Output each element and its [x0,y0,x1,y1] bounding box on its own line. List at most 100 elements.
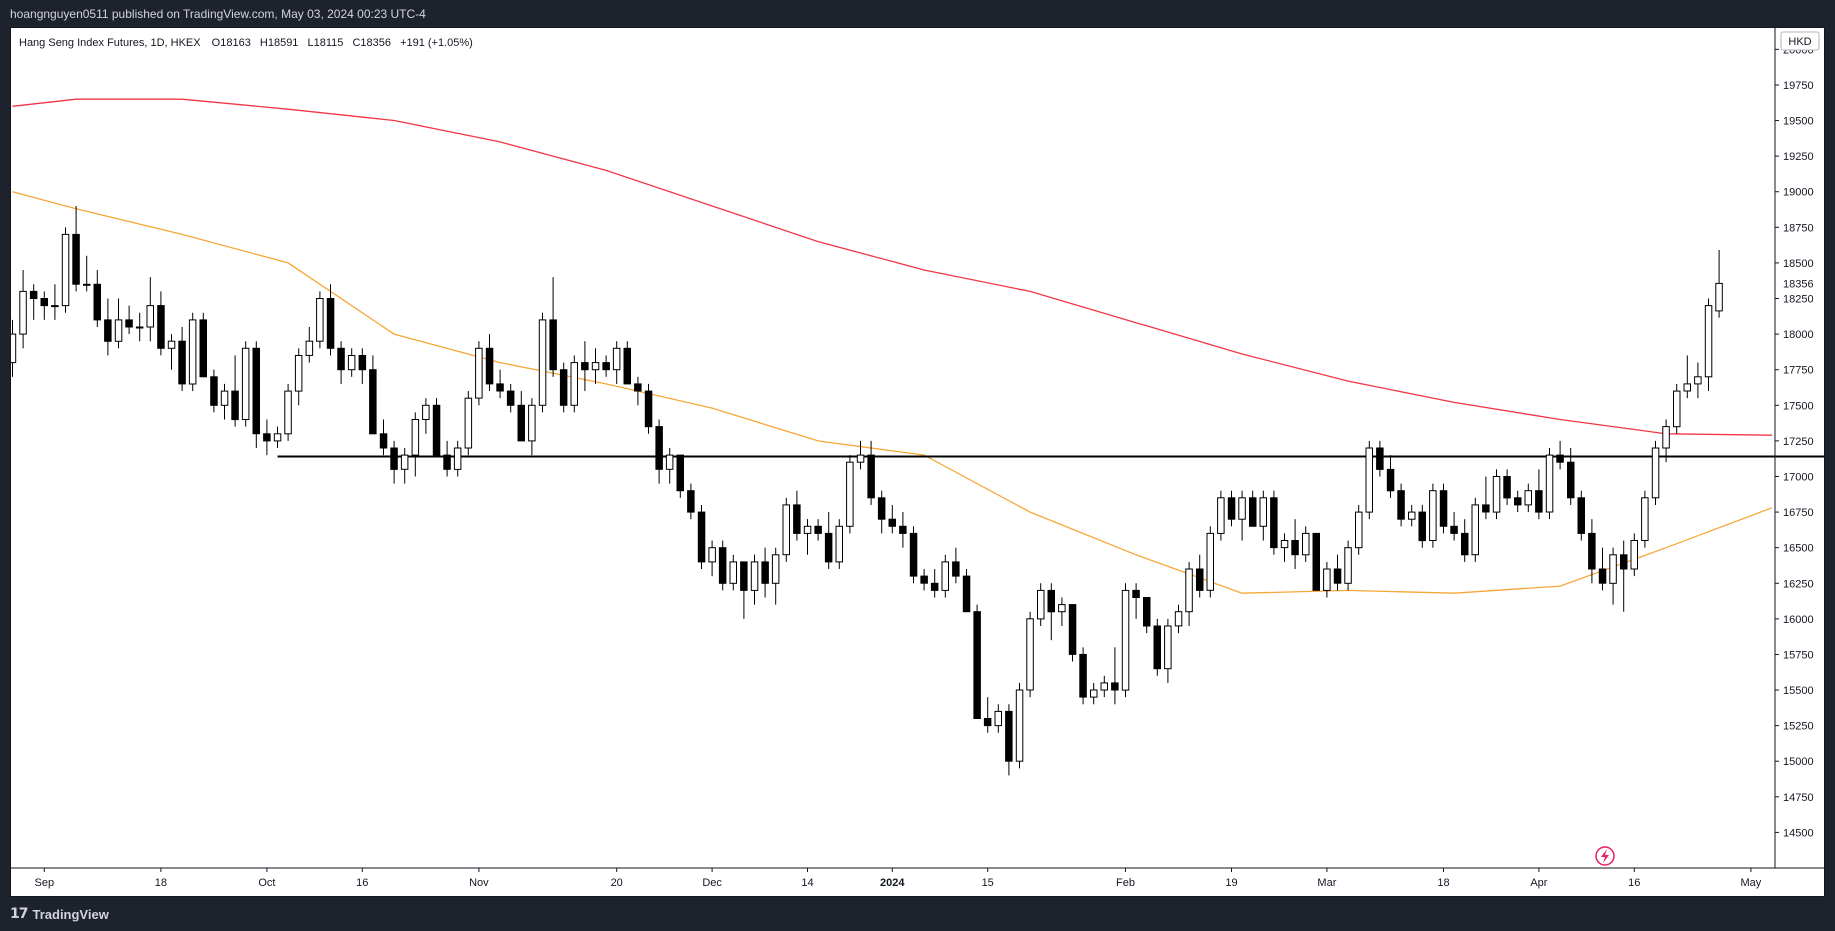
candle-body [909,532,918,577]
candle-body [443,454,451,470]
candle-body [1683,383,1691,392]
x-tick-label: 18 [1437,877,1449,889]
candle-body [1503,476,1511,499]
candle-body [1132,589,1140,599]
candle-body [1365,447,1373,513]
candle [1545,448,1554,520]
candle [1238,490,1246,541]
candle-body [644,390,653,428]
candle [549,277,557,377]
candle [506,383,515,413]
candle [1132,583,1140,619]
candle [220,383,229,420]
candle-body [432,404,441,456]
candle [93,270,101,327]
candle [634,376,642,406]
candle-body [1333,568,1342,584]
candle [1673,383,1681,434]
candle-body [1270,497,1278,549]
candle-body [294,355,303,392]
candle [51,284,59,320]
candle-body [1651,447,1660,499]
candle [1482,476,1490,520]
candle [846,455,854,534]
candle-body [1418,511,1426,542]
candle [1588,519,1596,584]
lightning-icon[interactable] [1595,846,1615,866]
x-tick-label: May [1741,877,1762,889]
candle-body [1153,625,1161,670]
candle [570,355,578,413]
x-tick-label: 20 [611,877,623,889]
candle [1376,440,1384,477]
candle [1206,526,1214,598]
last-price-label: 18356 [1783,278,1814,290]
x-tick-label: Apr [1530,877,1547,889]
tv-logo-icon: 17 [10,906,29,922]
candle-body [1439,490,1448,527]
candle [1005,704,1013,776]
ma-slow-line [12,98,1773,436]
candle-body [1704,305,1713,378]
candle [1121,583,1130,698]
y-tick-label: 17000 [1783,472,1814,484]
candle [771,547,780,605]
candle-body [1323,568,1331,591]
chart-title: Hang Seng Index Futures, 1D, HKEX O18163… [19,37,473,49]
candle [496,369,504,399]
candle [1641,490,1649,548]
candle-body [1492,476,1501,513]
ohlc-open: O18163 [212,37,251,49]
candle [559,362,568,413]
y-tick-label: 15750 [1783,649,1814,661]
ohlc-change: +191 (+1.05%) [400,37,473,49]
ohlc-high: H18591 [260,37,299,49]
y-tick-label: 15500 [1783,685,1814,697]
candle [1535,469,1543,520]
candle-body [453,447,462,470]
candle [443,440,451,477]
candle-body [1694,376,1702,385]
candle-body [1058,604,1066,613]
candle [146,277,154,342]
candle [1174,604,1183,634]
candle [962,569,971,613]
candle [697,504,706,570]
candle [1090,682,1098,705]
candle [241,341,250,427]
candle-body [634,383,642,392]
candle [782,497,790,562]
candle-body [697,511,706,563]
candle [40,291,48,320]
candle [1058,597,1066,626]
y-tick-label: 16250 [1783,578,1814,590]
candle-body [899,525,907,534]
candle-body [1376,447,1384,470]
candle [1492,469,1501,520]
y-tick-label: 19750 [1783,80,1814,92]
candle [1577,490,1585,541]
candle [952,547,960,584]
candle-body [1545,454,1554,513]
candle [114,298,123,349]
candle-body [485,347,494,385]
candle [1408,504,1416,527]
candle-body [167,340,176,349]
candle [1556,440,1564,470]
candle-body [1026,618,1034,691]
chart-svg[interactable]: 14500 14750 15000 15250 15500 15750 16000 16250… [8,28,1835,896]
candle-body [983,718,992,727]
candle [655,419,663,484]
candle [1386,455,1395,498]
candle-body [793,504,801,534]
candle [1312,532,1320,591]
tradingview-logo[interactable]: 17 TradingView [10,906,109,922]
candle-body [1164,625,1172,670]
candle [983,697,992,733]
candle-body [93,283,101,321]
candle-body [528,404,536,442]
candle-body [1249,497,1257,527]
candle [665,448,674,484]
candle-body [623,347,631,385]
candle [135,312,144,342]
